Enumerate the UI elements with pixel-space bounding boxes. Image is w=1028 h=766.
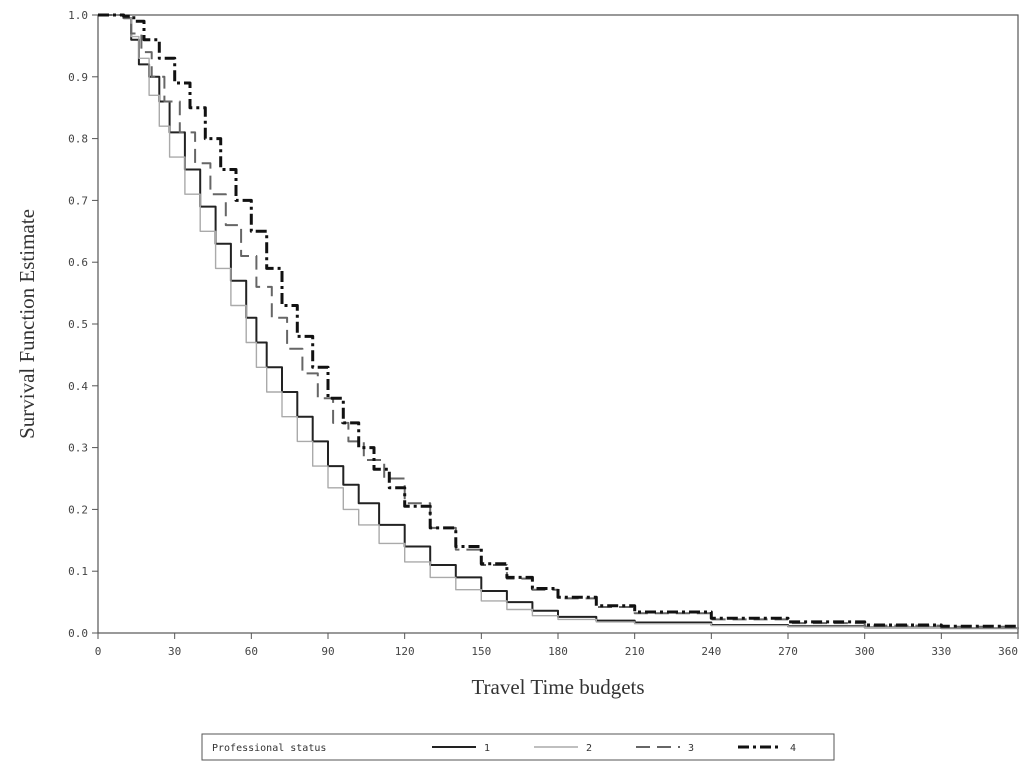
x-tick-label: 150 (471, 645, 491, 658)
x-axis-title: Travel Time budgets (471, 675, 644, 699)
legend-label-3: 3 (688, 743, 694, 754)
series-line-3 (98, 14, 1019, 628)
x-tick-label: 210 (625, 645, 645, 658)
x-tick-label: 180 (548, 645, 568, 658)
y-tick-label: 0.2 (68, 503, 88, 516)
legend-box (201, 733, 835, 761)
x-tick-label: 360 (998, 645, 1018, 658)
y-axis: 0.0 0.1 0.2 0.3 0.4 0.5 0.6 0.7 0.8 0.9 1.0 (68, 9, 98, 640)
legend-title: Professional status (212, 743, 326, 754)
x-tick-label: 90 (321, 645, 334, 658)
y-tick-label: 0.7 (68, 194, 88, 207)
y-tick-label: 0.1 (68, 565, 88, 578)
y-tick-label: 0.8 (68, 133, 88, 146)
legend-label-2: 2 (586, 743, 592, 754)
x-tick-label: 270 (778, 645, 798, 658)
x-tick-label: 0 (95, 645, 102, 658)
y-tick-label: 1.0 (68, 9, 88, 22)
y-axis-title: Survival Function Estimate (15, 209, 39, 439)
series-layer (98, 13, 1020, 630)
legend-items: 1 2 3 4 (432, 743, 796, 754)
legend: Professional status 1 2 3 4 (201, 733, 835, 761)
x-tick-label: 60 (245, 645, 258, 658)
y-tick-label: 0.9 (68, 71, 88, 84)
legend-label-4: 4 (790, 743, 796, 754)
x-axis: 0 30 60 90 120 150 180 210 240 270 300 330 360 (95, 633, 1019, 658)
y-tick-label: 0.4 (68, 380, 88, 393)
y-tick-label: 0.6 (68, 256, 88, 269)
x-tick-label: 330 (931, 645, 951, 658)
y-tick-label: 0.3 (68, 442, 88, 455)
y-tick-label: 0.0 (68, 627, 88, 640)
y-tick-label: 0.5 (68, 318, 88, 331)
x-tick-label: 240 (701, 645, 721, 658)
x-tick-label: 120 (395, 645, 415, 658)
legend-label-1: 1 (484, 743, 490, 754)
series-line-2 (98, 14, 1019, 629)
x-tick-label: 30 (168, 645, 181, 658)
x-tick-label: 300 (855, 645, 875, 658)
series-line-4 (98, 13, 1020, 628)
